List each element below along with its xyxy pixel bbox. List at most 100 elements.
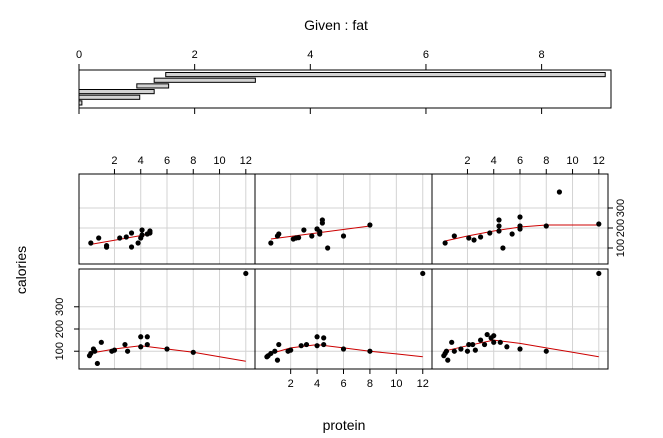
given-tick-label: 6 bbox=[423, 49, 429, 61]
y-axis-title: calories bbox=[13, 246, 29, 294]
x-tick-label: 8 bbox=[190, 155, 196, 167]
data-point bbox=[88, 240, 94, 246]
data-point bbox=[496, 228, 502, 234]
given-interval-bar bbox=[78, 100, 83, 106]
data-point bbox=[491, 339, 497, 345]
panel-1 bbox=[254, 173, 433, 265]
data-point bbox=[509, 231, 515, 237]
data-point bbox=[303, 341, 310, 348]
data-point bbox=[144, 341, 150, 348]
x-tick-label: 2 bbox=[464, 155, 470, 167]
data-point bbox=[94, 360, 100, 367]
data-point bbox=[314, 343, 320, 349]
y-tick-label: 100 bbox=[615, 239, 627, 257]
given-interval-bar bbox=[136, 83, 170, 89]
data-point bbox=[340, 233, 347, 239]
x-tick-label: 4 bbox=[491, 155, 497, 167]
conditioning-panels bbox=[78, 173, 609, 370]
data-point bbox=[451, 233, 457, 239]
data-point bbox=[111, 347, 118, 353]
data-point bbox=[543, 348, 549, 354]
x-tick-label: 4 bbox=[314, 378, 320, 390]
data-point bbox=[314, 334, 320, 340]
data-point bbox=[139, 232, 145, 238]
data-point bbox=[268, 350, 274, 357]
x-axis-title: protein bbox=[323, 417, 366, 433]
x-tick-label: 2 bbox=[288, 378, 294, 390]
data-point bbox=[481, 341, 488, 348]
data-point bbox=[319, 220, 325, 226]
data-point bbox=[139, 227, 145, 233]
data-point bbox=[470, 341, 476, 348]
x-tick-label: 10 bbox=[566, 155, 578, 167]
data-point bbox=[138, 344, 144, 350]
panel-2 bbox=[431, 173, 609, 265]
x-tick-label: 12 bbox=[240, 155, 252, 167]
x-tick-label: 10 bbox=[390, 378, 402, 390]
data-point bbox=[123, 234, 129, 240]
data-point bbox=[596, 270, 602, 277]
data-point bbox=[268, 240, 274, 246]
data-point bbox=[298, 343, 304, 349]
data-point bbox=[477, 234, 484, 240]
given-interval-bar bbox=[78, 89, 155, 95]
smooth-line bbox=[444, 224, 599, 242]
data-point bbox=[135, 240, 141, 246]
given-interval-bar bbox=[78, 94, 141, 100]
data-point bbox=[487, 230, 493, 236]
data-point bbox=[340, 346, 347, 352]
x-tick-label: 2 bbox=[111, 155, 117, 167]
data-point bbox=[124, 348, 131, 354]
data-point bbox=[92, 348, 98, 354]
data-point bbox=[96, 235, 102, 241]
given-tick-label: 8 bbox=[539, 49, 545, 61]
data-point bbox=[442, 240, 448, 246]
data-point bbox=[272, 348, 278, 354]
x-tick-label: 10 bbox=[213, 155, 225, 167]
x-axis-top-col0: 2 4 6 8 10 12 bbox=[111, 155, 252, 174]
panel-0 bbox=[78, 173, 256, 265]
given-tick-label: 4 bbox=[307, 49, 313, 61]
data-point bbox=[496, 223, 502, 229]
data-point bbox=[243, 270, 249, 277]
data-point bbox=[309, 233, 315, 239]
panel-3 bbox=[78, 268, 256, 370]
x-tick-label: 4 bbox=[138, 155, 144, 167]
data-point bbox=[321, 341, 327, 348]
data-point bbox=[466, 341, 472, 348]
data-point bbox=[445, 357, 451, 363]
data-point bbox=[190, 349, 196, 355]
data-point bbox=[449, 339, 455, 345]
y-tick-label: 300 bbox=[54, 298, 66, 316]
y-tick-label: 100 bbox=[54, 342, 66, 360]
data-point bbox=[517, 346, 523, 352]
data-point bbox=[451, 348, 457, 354]
data-point bbox=[276, 341, 282, 348]
data-point bbox=[88, 350, 94, 357]
data-point bbox=[443, 348, 450, 354]
data-point bbox=[367, 348, 373, 354]
data-point bbox=[144, 334, 150, 340]
data-point bbox=[500, 245, 506, 251]
data-point bbox=[117, 235, 123, 241]
data-point bbox=[128, 244, 135, 250]
axes: 2 4 6 8 10 12 2 4 6 8 10 12 2 4 6 8 10 12 100 200 300 100 200 3… bbox=[54, 155, 627, 390]
data-point bbox=[325, 245, 331, 251]
data-point bbox=[276, 231, 282, 237]
data-point bbox=[464, 348, 471, 354]
data-point bbox=[484, 331, 490, 338]
panel-5 bbox=[431, 268, 609, 370]
y-axis-right-row0: 100 200 300 bbox=[608, 199, 627, 257]
data-point bbox=[138, 334, 144, 340]
given-panel: 0 2 4 6 8 bbox=[76, 49, 612, 114]
x-axis-bottom-col1: 2 4 6 8 10 12 bbox=[288, 369, 429, 390]
given-tick-label: 0 bbox=[76, 49, 82, 61]
data-point bbox=[556, 189, 563, 195]
data-point bbox=[317, 229, 323, 235]
data-point bbox=[367, 222, 373, 228]
x-tick-label: 6 bbox=[164, 155, 170, 167]
panel-frame bbox=[431, 268, 609, 370]
data-point bbox=[458, 346, 464, 352]
data-point bbox=[491, 333, 497, 339]
panel-4 bbox=[254, 268, 433, 370]
